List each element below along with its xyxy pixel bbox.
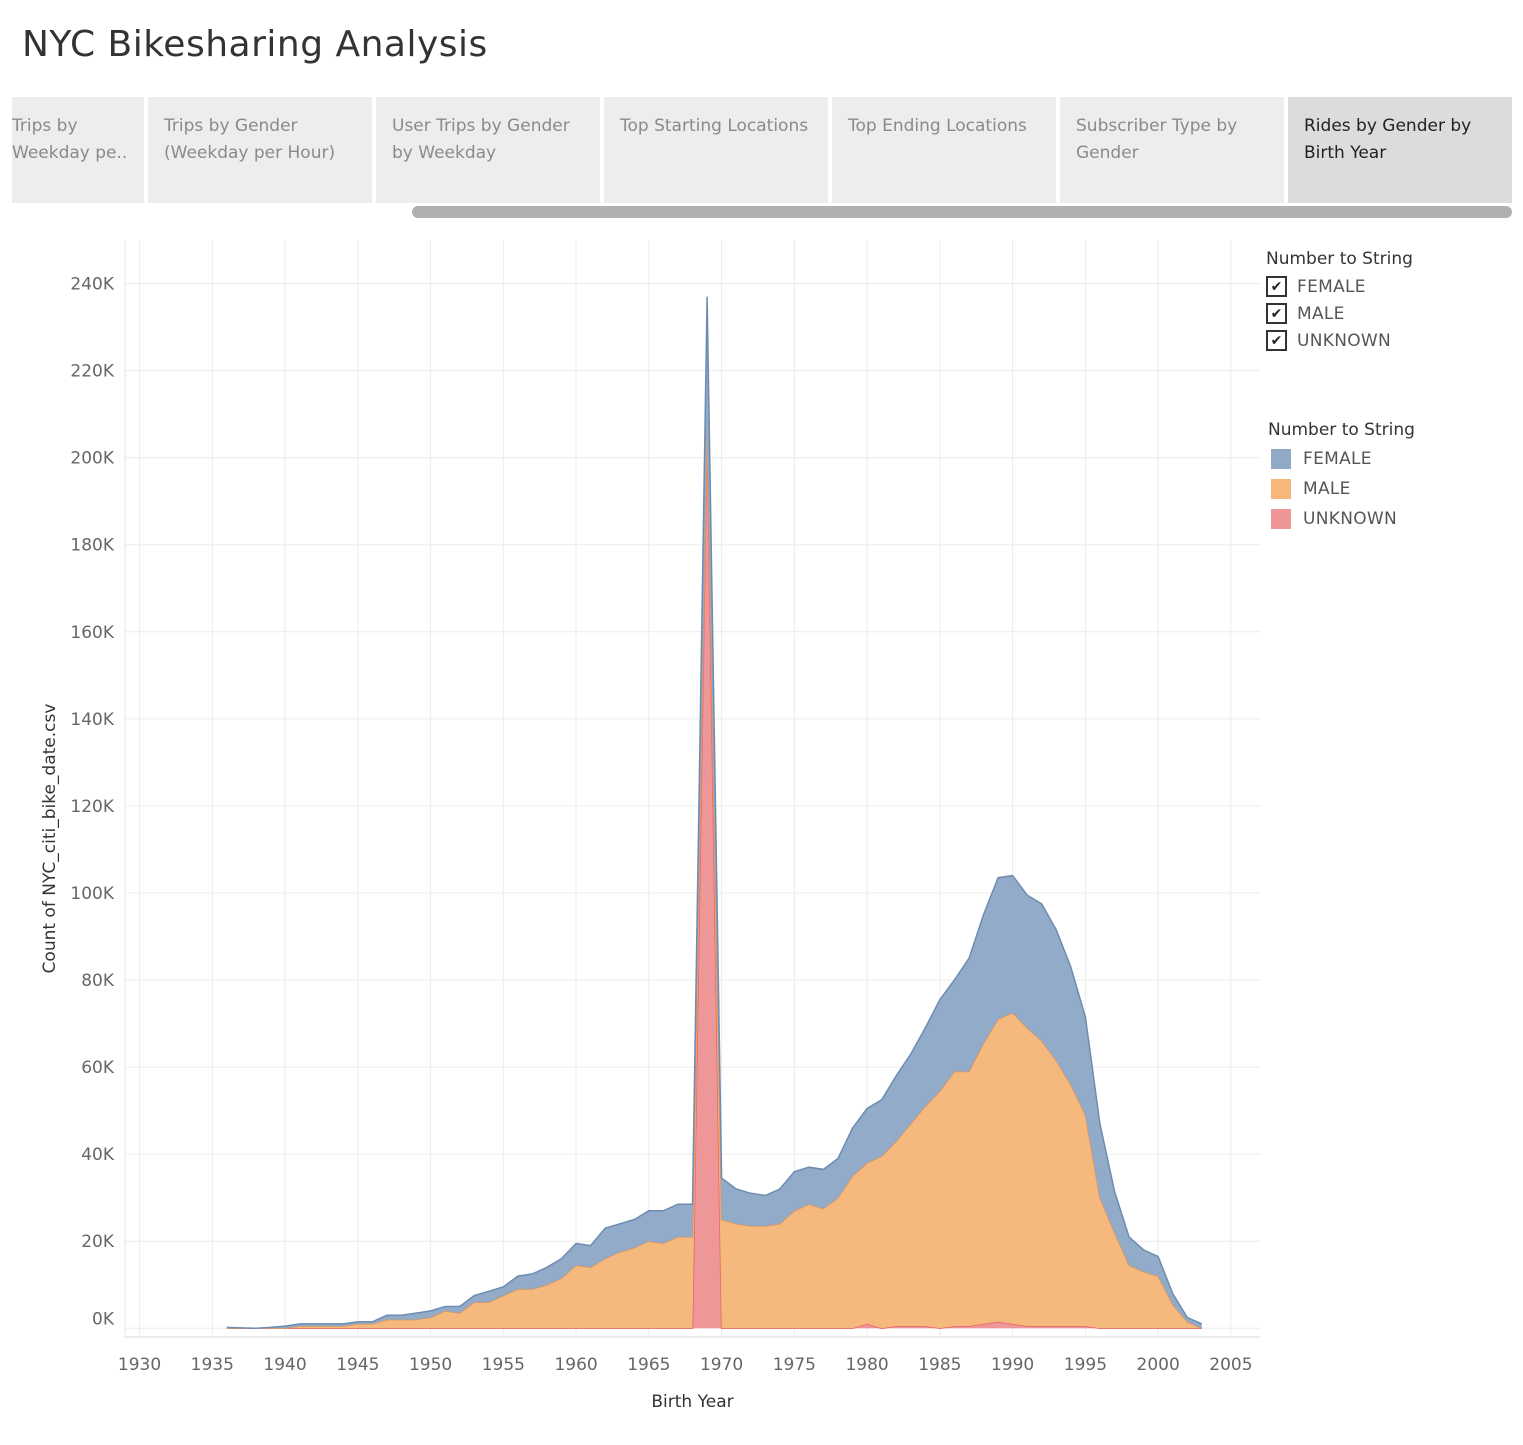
check-icon: ✔: [1270, 332, 1283, 349]
x-tick-label: 1930: [118, 1355, 161, 1375]
x-tick-label: 1975: [773, 1355, 816, 1375]
tab-label: Top Starting Locations: [620, 116, 809, 136]
area-chart: 1930 1935 1940 1945 1950 1955 1960 1965 1970 1975…: [40, 240, 1260, 1412]
tab-label: Top Ending Locations: [848, 116, 1027, 136]
x-tick-label: 2005: [1209, 1355, 1252, 1375]
x-tick-label: 1940: [263, 1355, 306, 1375]
tab-scrollbar[interactable]: [412, 206, 1512, 218]
color-legend-item-unknown[interactable]: UNKNOWN: [1268, 504, 1415, 534]
filter-label: FEMALE: [1297, 276, 1366, 297]
tab-top-starting-locations[interactable]: Top Starting Locations: [604, 97, 828, 203]
filter-item-female[interactable]: ✔ FEMALE: [1266, 273, 1413, 300]
filter-legend-title: Number to String: [1266, 249, 1413, 269]
filter-label: UNKNOWN: [1297, 330, 1392, 351]
color-legend-label: FEMALE: [1303, 449, 1372, 469]
y-tick-label: 120K: [70, 797, 114, 817]
x-tick-label: 1995: [1064, 1355, 1107, 1375]
y-tick-label: 40K: [81, 1145, 115, 1165]
tab-user-trips-by-gender[interactable]: User Trips by Gender by Weekday: [376, 97, 600, 203]
swatch-unknown: [1271, 509, 1291, 529]
tab-label: Rides by Gender by Birth Year: [1304, 116, 1472, 163]
area-female: [226, 296, 1202, 1329]
check-icon: ✔: [1270, 278, 1283, 295]
color-legend-label: UNKNOWN: [1303, 509, 1398, 529]
x-tick-label: 1945: [336, 1355, 379, 1375]
tab-subscriber-type-by-gender[interactable]: Subscriber Type by Gender: [1060, 97, 1284, 203]
x-tick-label: 1935: [191, 1355, 234, 1375]
filter-item-male[interactable]: ✔ MALE: [1266, 300, 1413, 327]
x-tick-label: 1950: [409, 1355, 452, 1375]
x-tick-label: 1985: [918, 1355, 961, 1375]
tab-label: Trips by Gender (Weekday per Hour): [164, 116, 336, 163]
tab-label: User Trips by Gender by Weekday: [392, 116, 570, 163]
x-tick-label: 1965: [627, 1355, 670, 1375]
y-tick-label: 200K: [70, 449, 114, 469]
dashboard-tab-bar: Trips by Weekday pe.. Trips by Gender (W…: [12, 97, 1512, 203]
y-tick-label: 20K: [81, 1232, 115, 1252]
y-tick-label: 220K: [70, 362, 114, 382]
y-axis-title: Count of NYC_citi_bike_date.csv: [40, 704, 60, 974]
tab-label: Trips by Weekday pe..: [12, 116, 128, 163]
x-tick-label: 1955: [482, 1355, 525, 1375]
filter-label: MALE: [1297, 303, 1345, 324]
y-tick-label: 180K: [70, 536, 114, 556]
tab-top-ending-locations[interactable]: Top Ending Locations: [832, 97, 1056, 203]
tab-trips-by-gender[interactable]: Trips by Gender (Weekday per Hour): [148, 97, 372, 203]
color-legend-item-male[interactable]: MALE: [1268, 474, 1415, 504]
area-unknown: [226, 427, 1202, 1329]
color-legend-label: MALE: [1303, 479, 1351, 499]
y-tick-label: 160K: [70, 623, 114, 643]
y-tick-label: 100K: [70, 884, 114, 904]
checkbox-male[interactable]: ✔: [1266, 303, 1287, 324]
x-tick-label: 2000: [1137, 1355, 1180, 1375]
tab-rides-by-gender-by-birth-year[interactable]: Rides by Gender by Birth Year: [1288, 97, 1512, 203]
filter-legend: Number to String ✔ FEMALE ✔ MALE ✔ UNKNO…: [1266, 249, 1413, 354]
tab-trips-by-weekday[interactable]: Trips by Weekday pe..: [12, 97, 144, 203]
x-tick-label: 1960: [554, 1355, 597, 1375]
y-tick-label: 60K: [81, 1058, 115, 1078]
swatch-female: [1271, 449, 1291, 469]
line-female: [226, 296, 1203, 1330]
area-male: [226, 422, 1202, 1329]
x-tick-label: 1990: [991, 1355, 1034, 1375]
color-legend-title: Number to String: [1268, 420, 1415, 440]
y-tick-label: 140K: [70, 710, 114, 730]
x-tick-label: 1980: [845, 1355, 888, 1375]
filter-item-unknown[interactable]: ✔ UNKNOWN: [1266, 327, 1413, 354]
color-legend: Number to String FEMALE MALE UNKNOWN: [1268, 420, 1415, 534]
color-legend-item-female[interactable]: FEMALE: [1268, 444, 1415, 474]
tab-label: Subscriber Type by Gender: [1076, 116, 1238, 163]
checkbox-unknown[interactable]: ✔: [1266, 330, 1287, 351]
x-tick-label: 1970: [700, 1355, 743, 1375]
y-tick-label: 80K: [81, 971, 115, 991]
check-icon: ✔: [1270, 305, 1283, 322]
checkbox-female[interactable]: ✔: [1266, 276, 1287, 297]
y-tick-label: 0K: [92, 1309, 115, 1329]
y-tick-label: 240K: [70, 275, 114, 295]
swatch-male: [1271, 479, 1291, 499]
x-axis-title: Birth Year: [651, 1392, 733, 1412]
page-title: NYC Bikesharing Analysis: [22, 24, 488, 65]
